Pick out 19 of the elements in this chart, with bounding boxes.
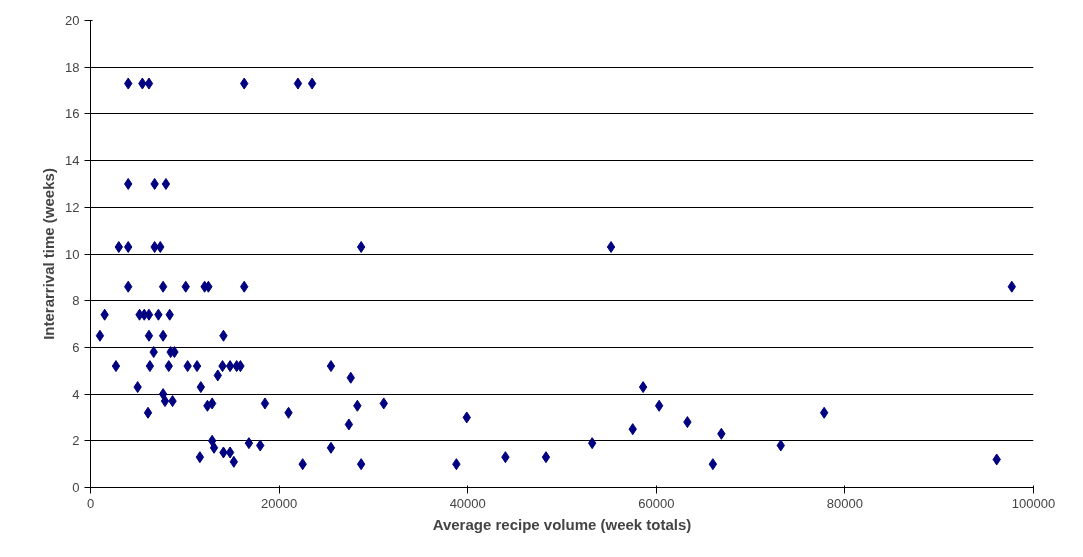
x-axis-title: Average recipe volume (week totals): [432, 515, 692, 533]
y-tick-label: 20: [65, 13, 80, 28]
y-tick-label: 14: [65, 153, 80, 169]
y-tick-label: 16: [65, 106, 80, 122]
y-tick-label: 18: [65, 59, 80, 75]
y-axis-title: Interarrival time (weeks): [40, 168, 58, 340]
x-tick-label: 20000: [261, 495, 298, 511]
x-tick-label: 40000: [449, 495, 486, 511]
y-tick-label: 10: [65, 246, 80, 262]
x-tick-label: 60000: [638, 495, 675, 511]
y-tick-label: 0: [72, 480, 80, 495]
x-tick-label: 80000: [826, 495, 863, 511]
y-tick-label: 6: [72, 339, 80, 355]
x-tick-label: 0: [86, 495, 95, 511]
x-tick-label: 100000: [1011, 495, 1056, 511]
y-tick-label: 4: [72, 386, 80, 402]
y-tick-label: 8: [72, 293, 80, 309]
y-tick-label: 12: [65, 199, 80, 215]
y-tick-label: 2: [72, 433, 80, 449]
